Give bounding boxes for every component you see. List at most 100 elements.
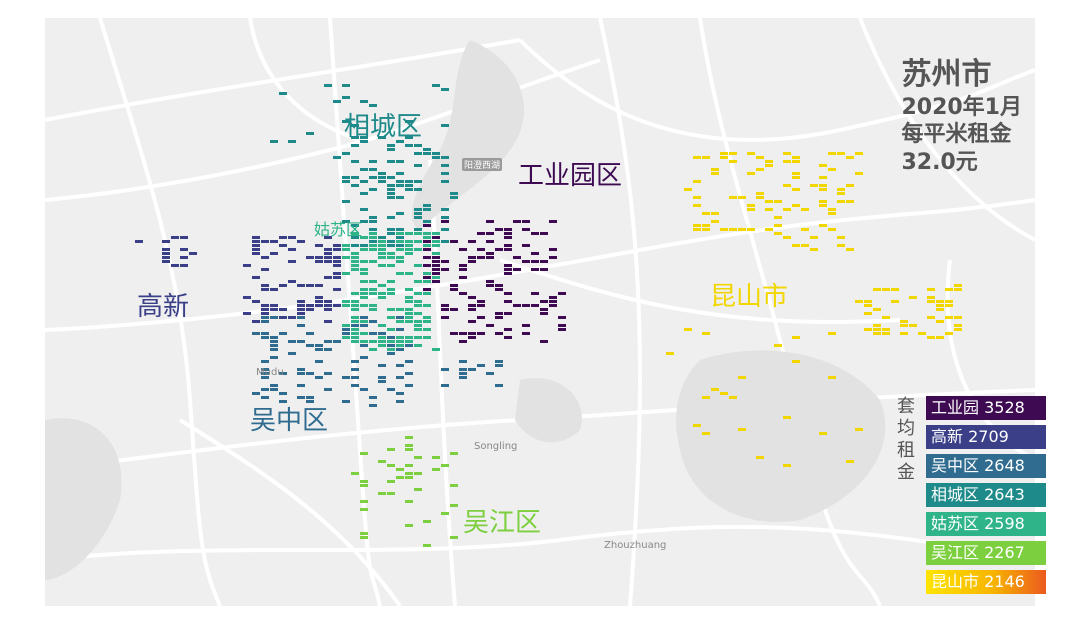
rent-cell (441, 464, 449, 467)
rent-cell (351, 232, 359, 235)
rent-cell (333, 256, 341, 259)
rent-cell (306, 132, 314, 135)
rent-cell (261, 332, 269, 335)
rent-cell (837, 192, 845, 195)
rent-cell (711, 168, 719, 171)
rent-cell (405, 296, 413, 299)
rent-cell (801, 228, 809, 231)
rent-cell (369, 304, 377, 307)
rent-cell (162, 252, 170, 255)
rent-cell (441, 228, 449, 231)
rent-cell (360, 248, 368, 251)
rent-cell (459, 248, 467, 251)
rent-cell (324, 388, 332, 391)
rent-cell (765, 208, 773, 211)
rent-cell (810, 248, 818, 251)
rent-cell (693, 204, 701, 207)
rent-cell (828, 168, 836, 171)
rent-cell (333, 244, 341, 247)
rent-cell (423, 152, 431, 155)
rent-cell (324, 260, 332, 263)
rent-cell (306, 400, 314, 403)
rent-cell (423, 280, 431, 283)
rent-cell (405, 248, 413, 251)
rent-cell (414, 292, 422, 295)
rent-cell (549, 256, 557, 259)
rent-cell (378, 248, 386, 251)
rent-cell (558, 292, 566, 295)
rent-cell (378, 136, 386, 139)
rent-cell (324, 256, 332, 259)
rent-cell (891, 300, 899, 303)
rent-cell (747, 208, 755, 211)
rent-cell (369, 248, 377, 251)
rent-cell (432, 84, 440, 87)
rent-cell (261, 240, 269, 243)
rent-cell (279, 284, 287, 287)
rent-cell (369, 340, 377, 343)
rent-cell (855, 300, 863, 303)
rent-cell (396, 320, 404, 323)
rent-cell (882, 332, 890, 335)
rent-cell (360, 236, 368, 239)
rent-cell (828, 228, 836, 231)
rent-cell (405, 464, 413, 467)
rent-cell (333, 264, 341, 267)
rent-cell (702, 332, 710, 335)
rent-cell (270, 384, 278, 387)
rent-cell (405, 312, 413, 315)
rent-cell (324, 348, 332, 351)
rent-cell (387, 448, 395, 451)
rent-cell (261, 368, 269, 371)
rent-cell (351, 368, 359, 371)
rent-cell (792, 156, 800, 159)
rent-cell (414, 456, 422, 459)
rent-cell (405, 444, 413, 447)
rent-cell (342, 152, 350, 155)
rent-cell (900, 320, 908, 323)
rent-cell (504, 300, 512, 303)
rent-cell (522, 228, 530, 231)
rent-cell (441, 240, 449, 243)
rent-cell (540, 268, 548, 271)
rent-cell (369, 188, 377, 191)
rent-cell (360, 220, 368, 223)
rent-cell (315, 300, 323, 303)
rent-cell (783, 184, 791, 187)
rent-cell (522, 260, 530, 263)
label-wujiang: 吴江区 (463, 508, 542, 538)
rent-cell (783, 152, 791, 155)
road-network (44, 17, 1036, 608)
rent-cell (909, 324, 917, 327)
rent-cell (180, 236, 188, 239)
rent-cell (396, 336, 404, 339)
rent-cell (360, 168, 368, 171)
rent-cell (450, 536, 458, 539)
rent-cell (396, 468, 404, 471)
rent-cell (360, 268, 368, 271)
legend-item-kunshan: 昆山市 2146 (926, 570, 1046, 594)
rent-cell (387, 216, 395, 219)
rent-cell (423, 232, 431, 235)
rent-cell (828, 152, 836, 155)
rent-cell (459, 264, 467, 267)
rent-cell (423, 264, 431, 267)
rent-cell (531, 232, 539, 235)
rent-cell (243, 296, 251, 299)
rent-cell (270, 344, 278, 347)
rent-cell (369, 228, 377, 231)
rent-cell (495, 332, 503, 335)
rent-cell (252, 236, 260, 239)
rent-cell (342, 300, 350, 303)
label-gaoxin: 高新 (137, 292, 190, 322)
rent-cell (351, 360, 359, 363)
rent-cell (342, 256, 350, 259)
rent-cell (396, 228, 404, 231)
rent-cell (945, 316, 953, 319)
rent-cell (873, 328, 881, 331)
rent-cell (306, 372, 314, 375)
lake (411, 40, 525, 230)
rent-cell (432, 348, 440, 351)
rent-cell (927, 300, 935, 303)
